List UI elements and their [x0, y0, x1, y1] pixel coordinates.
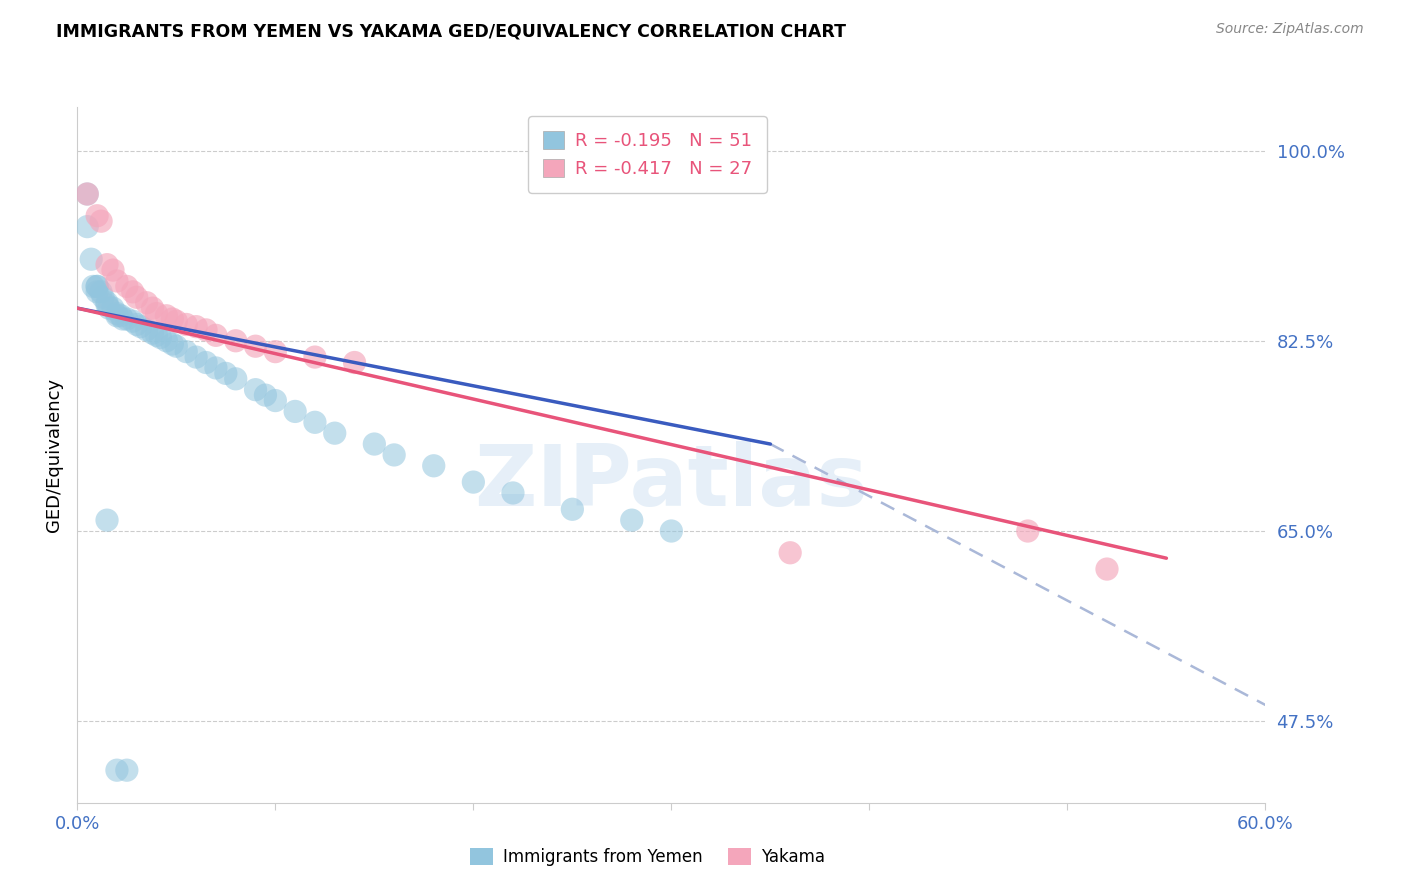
Point — [129, 319, 152, 334]
Point — [165, 339, 187, 353]
Point — [82, 279, 104, 293]
Point — [561, 502, 583, 516]
Point — [125, 318, 148, 332]
Point — [105, 274, 128, 288]
Point — [254, 388, 277, 402]
Point — [142, 326, 165, 341]
Point — [174, 344, 197, 359]
Point — [86, 279, 108, 293]
Point — [121, 314, 143, 328]
Point — [304, 415, 326, 429]
Point — [661, 524, 683, 538]
Point — [382, 448, 405, 462]
Point — [423, 458, 446, 473]
Point — [115, 279, 138, 293]
Point — [101, 263, 124, 277]
Point — [135, 295, 157, 310]
Point — [174, 318, 197, 332]
Point — [105, 763, 128, 777]
Point — [155, 334, 177, 348]
Y-axis label: GED/Equivalency: GED/Equivalency — [45, 378, 63, 532]
Point — [195, 323, 218, 337]
Point — [76, 187, 98, 202]
Point — [779, 546, 801, 560]
Point — [96, 513, 118, 527]
Point — [264, 344, 287, 359]
Point — [125, 290, 148, 304]
Point — [90, 285, 112, 299]
Point — [111, 312, 134, 326]
Point — [76, 187, 98, 202]
Point — [98, 301, 121, 315]
Legend: Immigrants from Yemen, Yakama: Immigrants from Yemen, Yakama — [461, 839, 834, 874]
Point — [215, 367, 238, 381]
Point — [463, 475, 485, 489]
Point — [76, 219, 98, 234]
Point — [90, 214, 112, 228]
Point — [245, 383, 267, 397]
Point — [96, 295, 118, 310]
Point — [80, 252, 103, 267]
Point — [245, 339, 267, 353]
Point — [264, 393, 287, 408]
Point — [96, 298, 118, 312]
Point — [284, 404, 307, 418]
Point — [186, 350, 208, 364]
Point — [502, 486, 524, 500]
Text: Source: ZipAtlas.com: Source: ZipAtlas.com — [1216, 22, 1364, 37]
Point — [304, 350, 326, 364]
Point — [86, 209, 108, 223]
Point — [115, 312, 138, 326]
Point — [162, 312, 184, 326]
Text: IMMIGRANTS FROM YEMEN VS YAKAMA GED/EQUIVALENCY CORRELATION CHART: IMMIGRANTS FROM YEMEN VS YAKAMA GED/EQUI… — [56, 22, 846, 40]
Point — [225, 372, 247, 386]
Point — [86, 285, 108, 299]
Point — [96, 258, 118, 272]
Point — [91, 290, 114, 304]
Point — [186, 319, 208, 334]
Point — [145, 328, 167, 343]
Text: ZIPatlas: ZIPatlas — [474, 442, 869, 524]
Point — [105, 309, 128, 323]
Point — [323, 426, 346, 441]
Point — [363, 437, 385, 451]
Point — [155, 309, 177, 323]
Point — [115, 763, 138, 777]
Point — [135, 323, 157, 337]
Point — [145, 307, 167, 321]
Point — [149, 330, 172, 344]
Point — [105, 307, 128, 321]
Point — [205, 361, 228, 376]
Point — [225, 334, 247, 348]
Point — [1017, 524, 1039, 538]
Point — [86, 279, 108, 293]
Point — [205, 328, 228, 343]
Point — [121, 285, 143, 299]
Point — [110, 309, 132, 323]
Point — [195, 355, 218, 369]
Point — [101, 301, 124, 315]
Point — [1095, 562, 1118, 576]
Point — [165, 314, 187, 328]
Point — [620, 513, 643, 527]
Point — [343, 355, 366, 369]
Point — [142, 301, 165, 315]
Point — [162, 337, 184, 351]
